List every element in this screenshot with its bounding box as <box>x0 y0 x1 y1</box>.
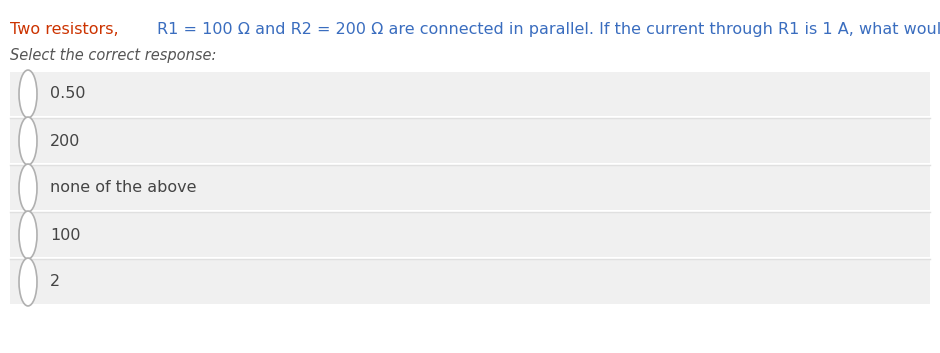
Bar <box>10 213 930 257</box>
Ellipse shape <box>19 117 37 165</box>
Ellipse shape <box>19 164 37 212</box>
Ellipse shape <box>19 211 37 259</box>
Text: none of the above: none of the above <box>50 180 196 196</box>
Bar <box>10 166 930 210</box>
Text: Two resistors,: Two resistors, <box>10 22 124 37</box>
Text: 2: 2 <box>50 275 60 289</box>
Bar <box>10 260 930 304</box>
Text: 0.50: 0.50 <box>50 86 86 102</box>
Bar <box>10 72 930 116</box>
Text: Select the correct response:: Select the correct response: <box>10 48 216 63</box>
Text: 100: 100 <box>50 227 81 243</box>
Bar <box>10 119 930 163</box>
Ellipse shape <box>19 258 37 306</box>
Text: R1 = 100 Ω and R2 = 200 Ω are connected in parallel. If the current through R1 i: R1 = 100 Ω and R2 = 200 Ω are connected … <box>157 22 940 37</box>
Ellipse shape <box>19 70 37 118</box>
Text: 200: 200 <box>50 133 81 149</box>
